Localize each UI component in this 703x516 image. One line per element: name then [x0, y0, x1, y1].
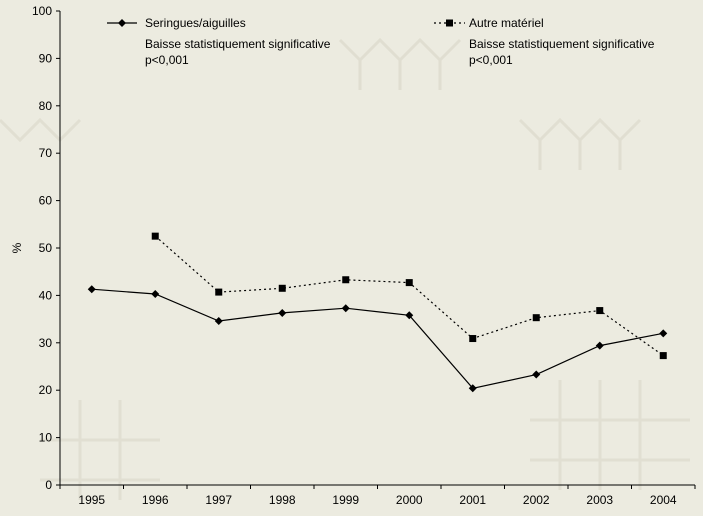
background-pattern: [0, 37, 690, 500]
y-axis-label: %: [10, 242, 24, 253]
legend-note-autre-line1: Baisse statistiquement significative: [469, 37, 655, 51]
x-tick-label: 2001: [459, 493, 486, 507]
x-tick-label: 1998: [269, 493, 296, 507]
data-point-square: [342, 276, 350, 284]
data-point-diamond: [278, 308, 287, 317]
y-tick-label: 40: [39, 288, 53, 302]
data-point-square: [215, 288, 223, 296]
series-layer: [87, 232, 668, 393]
data-point-diamond: [468, 384, 477, 393]
series-autre: [151, 232, 667, 360]
series-line: [91, 288, 664, 389]
x-tick-label: 1996: [142, 493, 169, 507]
data-point-diamond: [87, 285, 96, 294]
x-axis-ticks: 1995 1996 1997 1998 1999 2000 2001 2002 2003 2004: [59, 485, 696, 507]
data-point-diamond: [532, 370, 541, 379]
legend-note-seringues-line2: p<0,001: [145, 53, 189, 67]
x-tick-label: 2003: [586, 493, 613, 507]
legend-marker-autre: [446, 19, 453, 27]
x-tick-label: 2000: [396, 493, 423, 507]
legend-label-autre: Autre matériel: [469, 16, 544, 30]
data-point-diamond: [659, 329, 668, 338]
y-tick-label: 80: [39, 99, 53, 113]
data-point-diamond: [405, 311, 414, 320]
data-point-diamond: [341, 304, 350, 313]
y-tick-label: 20: [39, 383, 53, 397]
y-tick-label: 60: [39, 194, 53, 208]
legend-marker-seringues: [118, 19, 126, 27]
y-axis-ticks: 0 10 20 30 40 50 60 70 80 90 100: [32, 4, 60, 492]
data-point-square: [405, 279, 413, 287]
data-point-square: [151, 232, 159, 240]
y-tick-label: 100: [32, 4, 52, 18]
legend-item-seringues: Seringues/aiguilles Baisse statistiqueme…: [107, 16, 331, 67]
y-tick-label: 0: [45, 478, 52, 492]
x-tick-label: 1999: [332, 493, 359, 507]
x-tick-label: 1997: [205, 493, 232, 507]
data-point-diamond: [214, 316, 223, 325]
x-tick-label: 1995: [78, 493, 105, 507]
x-tick-label: 2004: [650, 493, 677, 507]
series-seringues: [87, 285, 668, 393]
data-point-square: [659, 352, 667, 360]
legend-note-autre-line2: p<0,001: [469, 53, 513, 67]
series-line: [154, 235, 664, 357]
legend-item-autre: Autre matériel Baisse statistiquement si…: [434, 16, 655, 67]
legend: Seringues/aiguilles Baisse statistiqueme…: [107, 16, 655, 67]
data-point-square: [532, 314, 540, 322]
y-tick-label: 90: [39, 51, 53, 65]
data-point-square: [469, 335, 477, 343]
y-tick-label: 30: [39, 336, 53, 350]
data-point-square: [596, 307, 604, 315]
x-tick-label: 2002: [523, 493, 550, 507]
legend-note-seringues-line1: Baisse statistiquement significative: [145, 37, 331, 51]
y-tick-label: 10: [39, 431, 53, 445]
data-point-diamond: [151, 289, 160, 298]
y-tick-label: 50: [39, 241, 53, 255]
y-tick-label: 70: [39, 146, 53, 160]
legend-label-seringues: Seringues/aiguilles: [145, 16, 246, 30]
data-point-diamond: [595, 341, 604, 350]
data-point-square: [278, 284, 286, 292]
